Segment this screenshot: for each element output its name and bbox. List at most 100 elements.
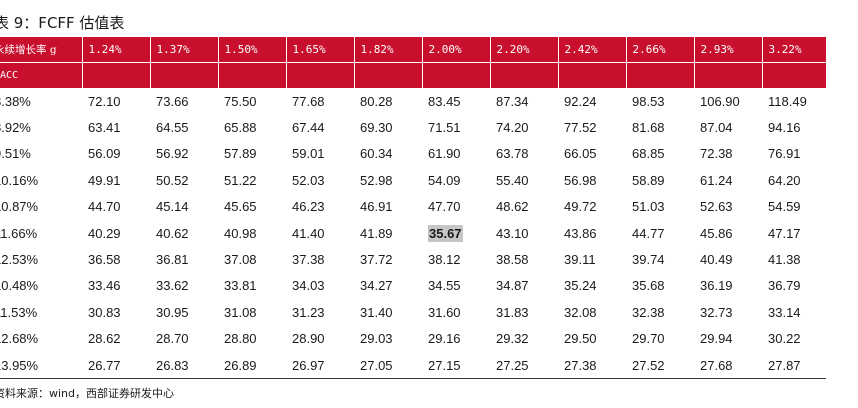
valuation-cell: 39.11 [564,252,596,268]
valuation-cell: 28.70 [156,331,189,347]
valuation-cell: 76.91 [768,146,801,162]
growth-rate-header-cell: 2.00% [421,37,490,63]
valuation-cell: 41.38 [768,252,801,268]
valuation-cell: 36.79 [768,278,801,294]
valuation-cell: 81.68 [632,120,665,136]
valuation-cell: 34.03 [292,278,325,294]
valuation-cell: 106.90 [700,93,740,109]
valuation-cell: 27.25 [490,351,558,380]
table-row: 8.38% 72.10 73.66 75.50 77.68 80.28 83.45 87.34… [0,88,826,114]
valuation-cell: 41.40 [292,225,325,241]
valuation-cell: 37.38 [292,252,325,268]
wacc-cell: 10.16% [0,172,39,188]
valuation-cell: 37.72 [360,252,393,268]
table-row: 11.53% 30.83 30.95 31.08 31.23 31.40 31.60 31.8… [0,299,826,325]
growth-rate-header-cell: 1.65% [285,37,354,63]
growth-rate-header-row: 永续增长率 g 1.24% 1.37% 1.50% 1.65% 1.82% 2.… [0,37,826,63]
valuation-cell: 51.03 [632,199,665,215]
wacc-cell: 8.38% [0,93,31,109]
valuation-cell: 31.60 [428,304,461,320]
wacc-cell: 10.87% [0,199,39,215]
valuation-cell: 33.46 [88,278,121,294]
valuation-cell: 77.52 [564,120,597,136]
wacc-cell: 8.92% [0,120,31,136]
valuation-cell: 39.74 [632,252,665,268]
valuation-cell: 31.83 [496,304,529,320]
table-row: 9.51% 56.09 56.92 57.89 59.01 60.34 61.90 63.78… [0,141,826,167]
source-note: 资料来源：wind，西部证券研发中心 [0,387,175,400]
table-row: 10.16% 49.91 50.52 51.22 52.03 52.98 54.09 55.4… [0,167,826,193]
valuation-cell: 38.58 [496,252,529,268]
valuation-cell: 61.90 [428,146,461,162]
valuation-cell: 55.40 [496,172,529,188]
valuation-cell: 44.70 [88,199,121,215]
valuation-cell: 30.83 [88,304,121,320]
growth-rate-header-cell: 2.93% [693,37,762,63]
valuation-cell: 63.78 [496,146,529,162]
growth-rate-header-cell: 1.24% [81,37,150,63]
valuation-cell: 28.90 [292,331,325,347]
valuation-cell: 40.29 [88,225,121,241]
valuation-cell: 29.16 [428,331,461,347]
growth-rate-header-cell: 2.20% [489,37,558,63]
valuation-cell: 29.94 [700,331,733,347]
wacc-cell: 11.66% [0,225,38,241]
valuation-cell: 64.20 [768,172,801,188]
empty-header-cell [489,62,558,88]
valuation-cell: 41.89 [360,225,393,241]
valuation-cell: 87.34 [496,93,529,109]
valuation-cell: 46.91 [360,199,393,215]
valuation-cell: 31.08 [224,304,257,320]
valuation-cell: 54.09 [428,172,461,188]
valuation-cell: 49.91 [88,172,121,188]
valuation-cell: 34.27 [360,278,393,294]
table-row: 10.48% 33.46 33.62 33.81 34.03 34.27 34.55 34.8… [0,273,826,299]
valuation-cell: 26.83 [150,351,218,380]
valuation-cell: 32.38 [632,304,665,320]
valuation-cell: 26.89 [218,351,286,380]
valuation-cell: 34.87 [496,278,529,294]
valuation-cell: 35.67 [422,220,490,246]
growth-rate-header-cell: 1.82% [353,37,422,63]
valuation-cell: 36.81 [156,252,189,268]
valuation-cell: 46.23 [292,199,325,215]
empty-header-cell [285,62,354,88]
valuation-cell: 69.30 [360,120,393,136]
empty-header-cell [693,62,762,88]
valuation-cell: 31.23 [292,304,325,320]
valuation-cell: 45.14 [156,199,189,215]
valuation-cell: 61.24 [700,172,733,188]
growth-rate-header-cell: 2.42% [557,37,626,63]
table-row: 8.92% 63.41 64.55 65.88 67.44 69.30 71.51 74.20… [0,114,826,140]
valuation-cell: 33.81 [224,278,257,294]
valuation-cell: 118.49 [768,93,807,109]
valuation-cell: 29.70 [632,331,665,347]
table-row: 10.87% 44.70 45.14 45.65 46.23 46.91 47.70 48.6… [0,194,826,220]
valuation-cell: 28.62 [88,331,121,347]
valuation-cell: 72.10 [88,93,121,109]
valuation-cell: 45.65 [224,199,257,215]
valuation-cell: 40.62 [156,225,189,241]
valuation-cell: 68.85 [632,146,665,162]
valuation-cell: 98.53 [632,93,665,109]
valuation-cell: 31.40 [360,304,393,320]
wacc-cell: 10.48% [0,278,39,294]
valuation-cell: 29.03 [360,331,393,347]
empty-header-cell [149,62,218,88]
valuation-cell: 47.17 [768,225,801,241]
valuation-cell: 87.04 [700,120,733,136]
growth-rate-corner-label: 永续增长率 g [0,37,82,63]
valuation-cell: 35.24 [564,278,597,294]
valuation-cell: 32.08 [564,304,597,320]
valuation-cell: 71.51 [428,120,461,136]
valuation-cell: 36.58 [88,252,121,268]
table-row: 13.95%26.7726.8326.8926.9727.0527.1527.2… [0,351,826,380]
growth-rate-header-cell: 1.50% [217,37,286,63]
valuation-cell: 43.86 [564,225,597,241]
valuation-cell: 80.28 [360,93,393,109]
valuation-cell: 29.50 [564,331,597,347]
valuation-cell: 77.68 [292,93,325,109]
empty-header-cell [217,62,286,88]
valuation-cell: 44.77 [632,225,665,241]
